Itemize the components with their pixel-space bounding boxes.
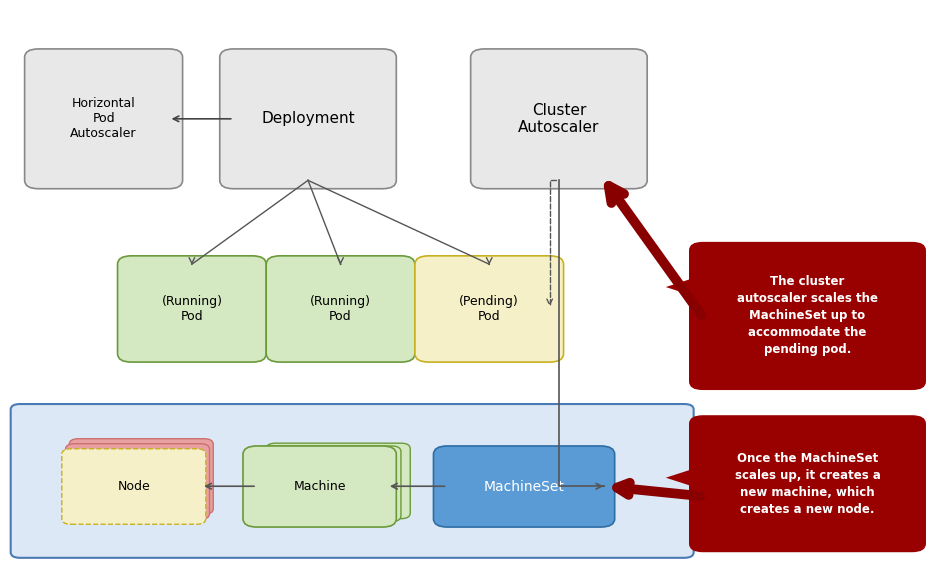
- FancyBboxPatch shape: [689, 415, 926, 552]
- Text: Horizontal
Pod
Autoscaler: Horizontal Pod Autoscaler: [70, 97, 137, 140]
- FancyBboxPatch shape: [69, 439, 213, 514]
- Text: Cluster
Autoscaler: Cluster Autoscaler: [518, 103, 599, 135]
- FancyBboxPatch shape: [257, 446, 401, 522]
- Text: Node: Node: [117, 480, 150, 493]
- FancyBboxPatch shape: [471, 49, 647, 189]
- Text: (Running)
Pod: (Running) Pod: [310, 295, 371, 323]
- Polygon shape: [665, 465, 704, 490]
- Text: MachineSet: MachineSet: [484, 479, 565, 493]
- Text: The cluster
autoscaler scales the
MachineSet up to
accommodate the
pending pod.: The cluster autoscaler scales the Machin…: [737, 275, 878, 356]
- FancyBboxPatch shape: [689, 242, 926, 390]
- Text: Once the MachineSet
scales up, it creates a
new machine, which
creates a new nod: Once the MachineSet scales up, it create…: [734, 452, 881, 516]
- FancyBboxPatch shape: [62, 449, 206, 524]
- FancyBboxPatch shape: [415, 256, 564, 362]
- Text: Deployment: Deployment: [261, 111, 355, 126]
- Polygon shape: [665, 275, 704, 300]
- FancyBboxPatch shape: [65, 444, 210, 519]
- FancyBboxPatch shape: [433, 446, 615, 527]
- FancyBboxPatch shape: [117, 256, 267, 362]
- FancyBboxPatch shape: [220, 49, 396, 189]
- Text: (Pending)
Pod: (Pending) Pod: [459, 295, 519, 323]
- FancyBboxPatch shape: [10, 404, 693, 558]
- FancyBboxPatch shape: [267, 443, 410, 519]
- Text: Machine: Machine: [294, 480, 346, 493]
- FancyBboxPatch shape: [243, 446, 396, 527]
- FancyBboxPatch shape: [24, 49, 183, 189]
- Text: (Running)
Pod: (Running) Pod: [161, 295, 223, 323]
- FancyBboxPatch shape: [267, 256, 415, 362]
